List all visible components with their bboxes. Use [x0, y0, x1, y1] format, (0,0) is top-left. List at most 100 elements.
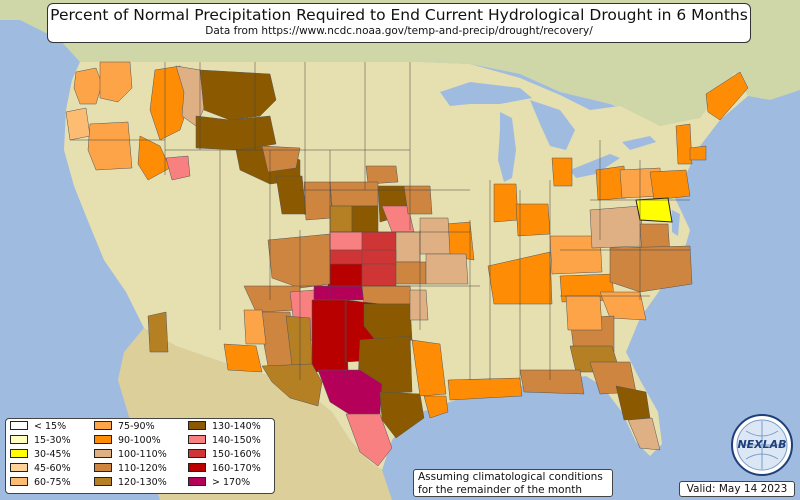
lake-huron [530, 100, 575, 150]
region-ok-west [313, 285, 365, 301]
legend-label: 15-30% [34, 435, 71, 446]
assumption-line-2: for the remainder of the month [418, 483, 583, 496]
legend-swatch [188, 421, 206, 430]
legend-item: 140-150% [188, 435, 261, 447]
legend-label: 150-160% [212, 449, 261, 460]
legend-label: 90-100% [118, 435, 161, 446]
legend-item: 75-90% [94, 421, 155, 433]
region-il-north [493, 183, 519, 223]
legend-label: 120-130% [118, 477, 167, 488]
region-az-central [147, 311, 169, 353]
legend-swatch [10, 421, 28, 430]
legend-swatch [188, 463, 206, 472]
region-ne-south [329, 205, 353, 233]
chesapeake-water [672, 210, 680, 236]
region-ks-ne [395, 231, 421, 263]
legend-swatch [94, 477, 112, 486]
region-ks-s [361, 263, 397, 287]
region-sd-south [365, 165, 399, 185]
region-ks-se [395, 261, 427, 285]
legend-item: 130-140% [188, 421, 261, 433]
region-md [635, 197, 673, 223]
title-box: Percent of Normal Precipitation Required… [47, 3, 751, 43]
region-tx-coastal [379, 391, 425, 439]
legend-item: > 170% [188, 477, 250, 489]
legend-swatch [94, 463, 112, 472]
region-sc [599, 291, 647, 321]
assumption-note: Assuming climatological conditions for t… [413, 469, 613, 497]
region-ne-coast [705, 71, 749, 121]
region-wa-west [73, 67, 103, 105]
lake-michigan [498, 112, 516, 182]
legend-item: 100-110% [94, 449, 167, 461]
legend-swatch [188, 435, 206, 444]
region-fl-panhandle [519, 369, 585, 395]
region-id-north [149, 65, 191, 141]
region-nc [609, 245, 693, 293]
legend-label: < 15% [34, 421, 67, 432]
region-la-coast [447, 377, 523, 401]
region-mt-south [195, 115, 277, 151]
assumption-line-1: Assuming climatological conditions [418, 471, 603, 483]
legend-label: 110-120% [118, 463, 167, 474]
region-fl-south [627, 417, 661, 451]
region-ks-c [361, 249, 397, 265]
legend-swatch [10, 477, 28, 486]
region-ks-n [361, 231, 397, 251]
region-ny-west [675, 123, 693, 165]
legend-label: 130-140% [212, 421, 261, 432]
legend-swatch [188, 449, 206, 458]
logo-text: NEXLAB [737, 438, 786, 451]
legend-label: 30-45% [34, 449, 71, 460]
legend-swatch [94, 421, 112, 430]
lake-erie [570, 154, 620, 178]
region-ny-se [689, 145, 707, 161]
lake-ontario [622, 136, 656, 150]
legend-item: 150-160% [188, 449, 261, 461]
legend-item: 160-170% [188, 463, 261, 475]
region-or-central [87, 121, 133, 171]
legend-swatch [10, 449, 28, 458]
legend-item: 110-120% [94, 463, 167, 475]
region-or-west [65, 107, 91, 141]
region-mo-west [419, 217, 451, 255]
region-tx-se-coast [423, 395, 449, 419]
legend-label: > 170% [212, 477, 251, 488]
region-ne-se [351, 205, 379, 233]
region-wa-central [99, 61, 133, 103]
region-or-east [137, 135, 171, 181]
state-borders [70, 62, 690, 380]
region-tn-central [549, 235, 603, 275]
legend-label: 160-170% [212, 463, 261, 474]
legend-label: 100-110% [118, 449, 167, 460]
region-id-south [165, 155, 191, 181]
legend-item: 30-45% [10, 449, 71, 461]
region-pa-east [649, 169, 691, 201]
valid-date: Valid: May 14 2023 [679, 481, 795, 497]
region-va-west [589, 205, 645, 249]
region-tx-panhandle [311, 299, 349, 373]
legend-swatch [94, 449, 112, 458]
lake-superior [440, 82, 532, 106]
region-tx-west [261, 363, 323, 407]
legend-swatch [10, 463, 28, 472]
legend-item: < 15% [10, 421, 66, 433]
region-ks-sw [327, 263, 363, 287]
globe-logo-icon: NEXLAB [731, 414, 793, 476]
legend-item: 45-60% [10, 463, 71, 475]
legend-item: 120-130% [94, 477, 167, 489]
region-tx-south [345, 413, 393, 467]
region-ia-west [403, 185, 433, 215]
legend-label: 140-150% [212, 435, 261, 446]
legend-swatch [94, 435, 112, 444]
region-co-north [267, 233, 331, 289]
region-mo-south [425, 253, 469, 285]
map-title: Percent of Normal Precipitation Required… [50, 6, 748, 24]
legend-label: 75-90% [118, 421, 155, 432]
region-tx-gulf [411, 339, 447, 397]
region-ok-central [361, 285, 413, 305]
region-mt-central [199, 69, 277, 121]
region-ut-south [243, 309, 267, 345]
legend-label: 60-75% [34, 477, 71, 488]
